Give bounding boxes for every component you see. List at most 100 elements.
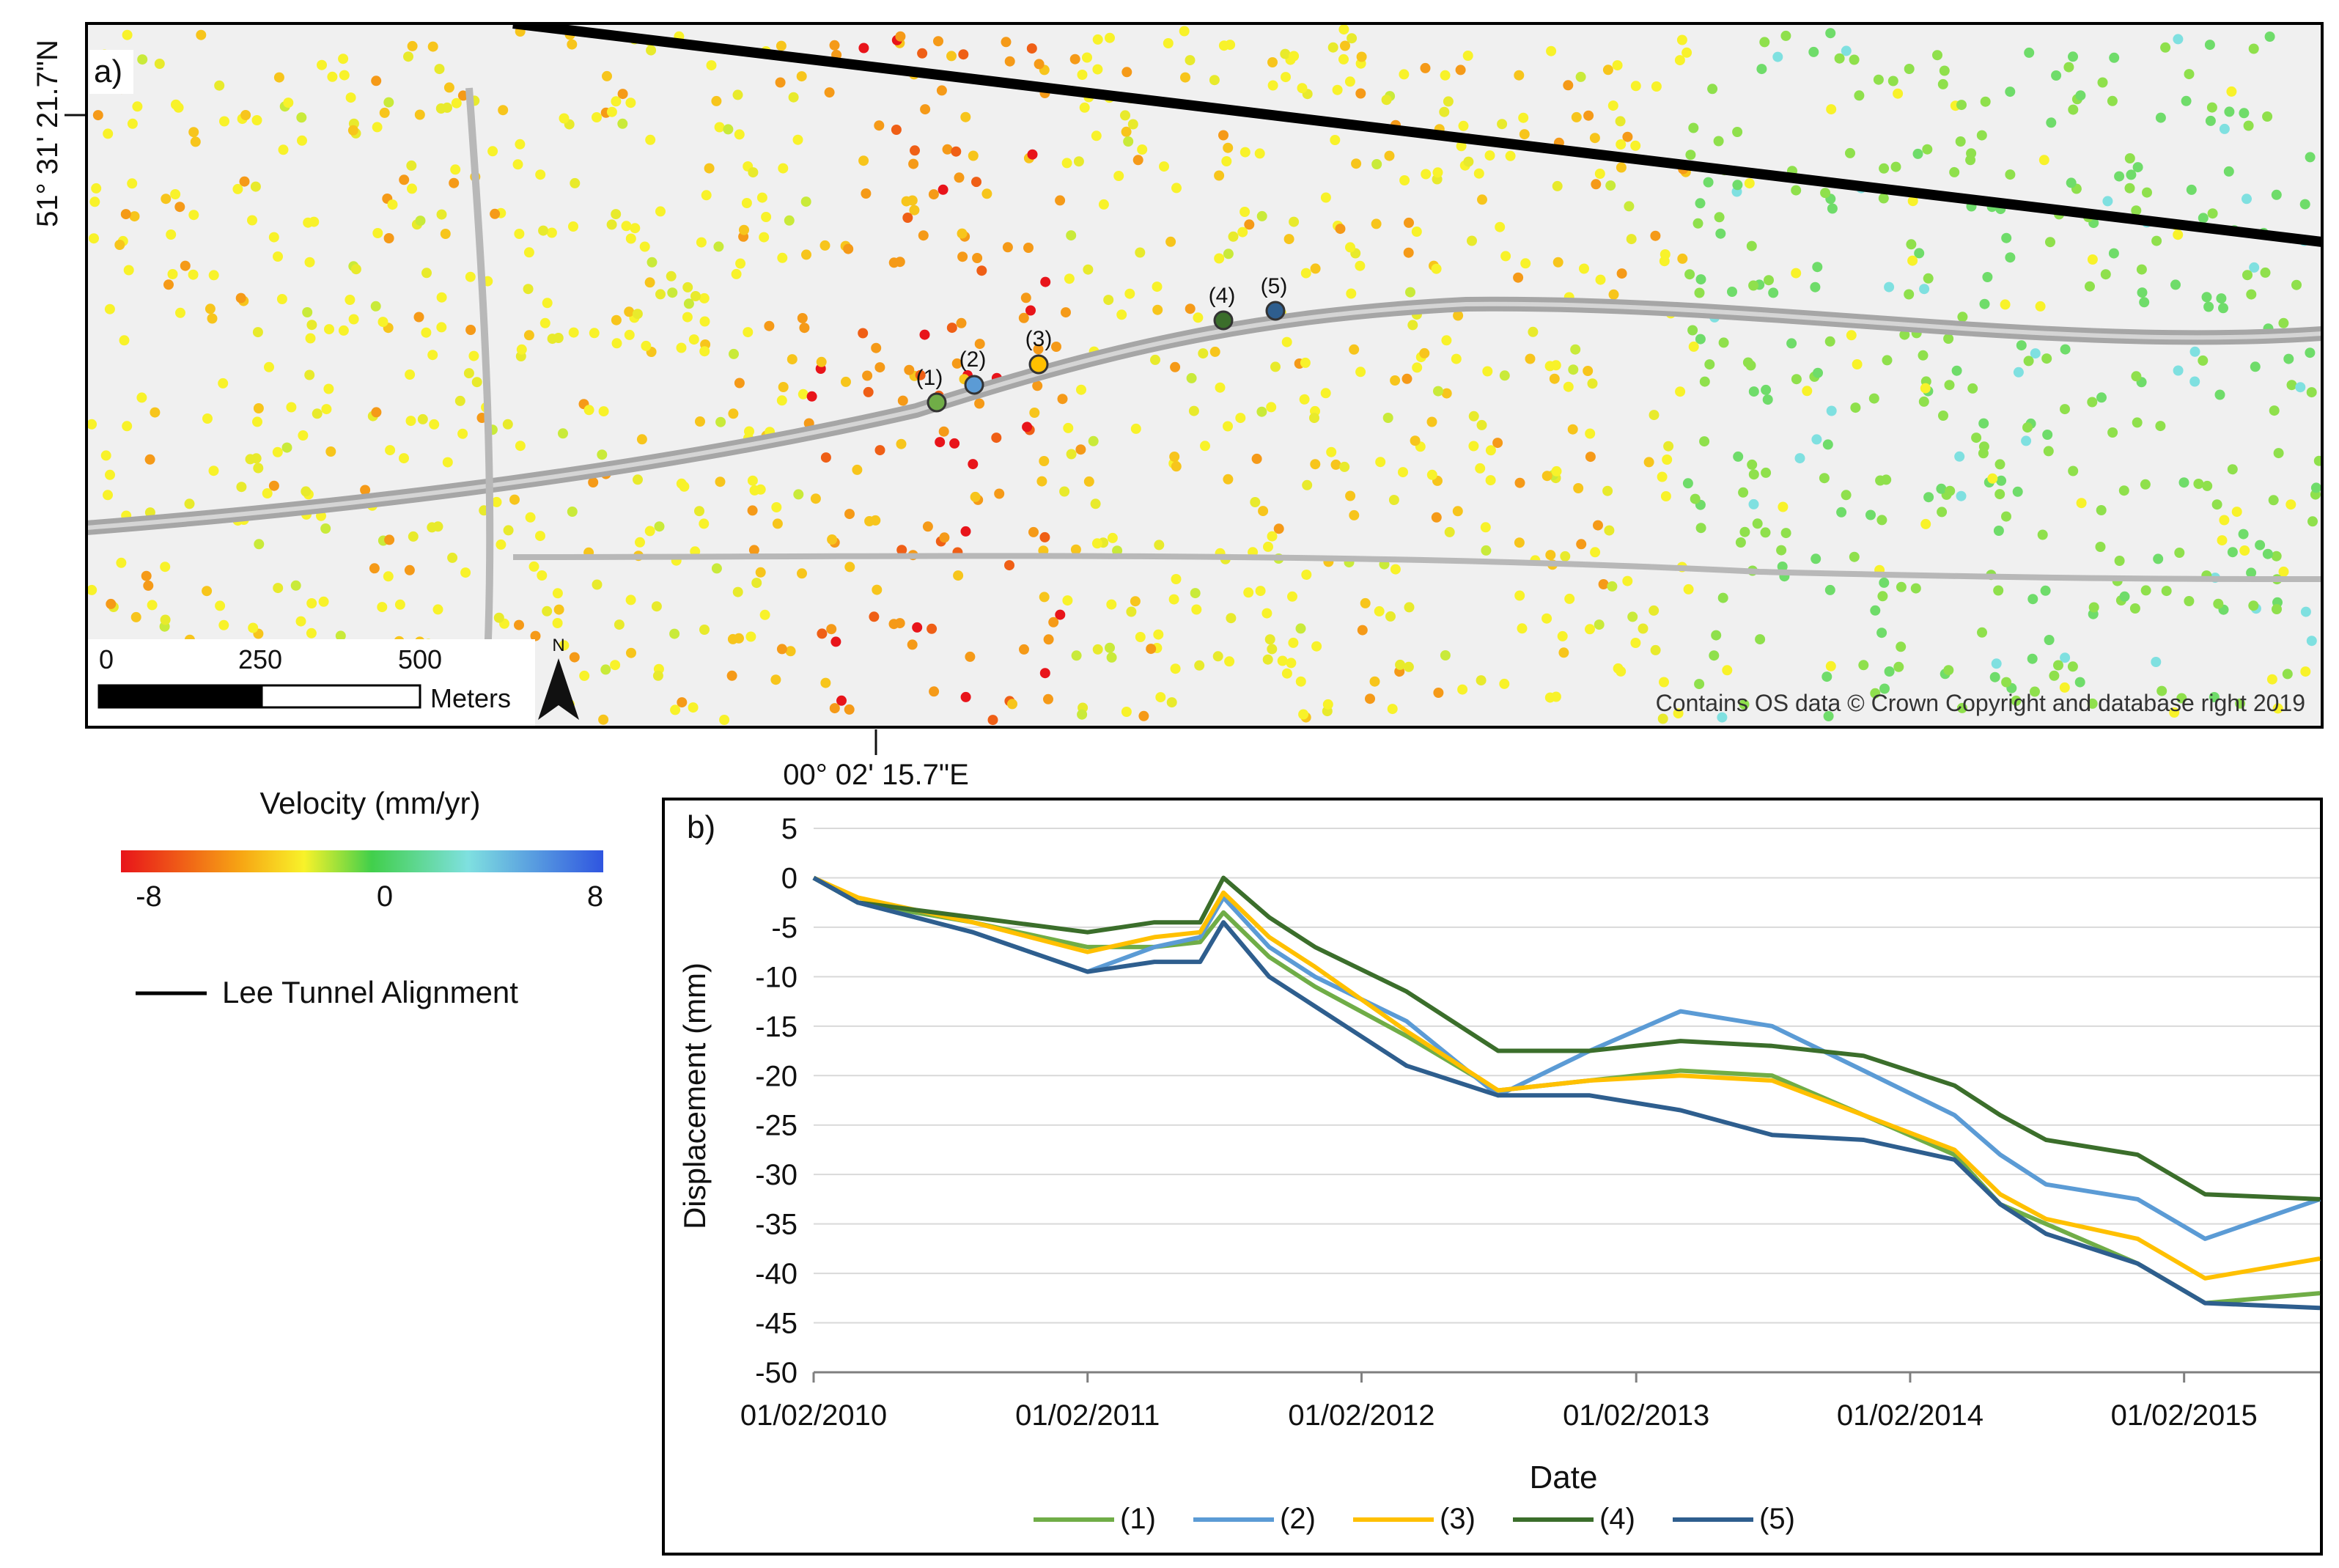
ps-point — [2063, 62, 2074, 73]
ps-point — [2035, 301, 2046, 312]
ps-point — [276, 294, 287, 304]
ps-point — [2156, 685, 2167, 696]
ps-point — [2174, 548, 2185, 558]
ps-point — [150, 407, 161, 418]
ps-point — [958, 49, 969, 60]
ps-point — [2045, 237, 2055, 248]
ps-point — [1171, 183, 1182, 194]
ps-point — [1170, 663, 1181, 674]
ps-point — [1879, 683, 1890, 694]
ps-point — [1616, 139, 1627, 150]
ps-point — [1390, 375, 1401, 386]
ps-point — [2042, 430, 2053, 440]
ps-point — [1955, 136, 1966, 147]
ps-point — [787, 354, 798, 365]
ps-point — [1124, 288, 1135, 299]
ps-point — [184, 498, 195, 509]
ps-point — [1485, 475, 1496, 486]
ps-point — [208, 270, 219, 281]
ps-point — [1264, 634, 1275, 645]
ps-point — [170, 189, 181, 199]
ps-point — [1399, 175, 1410, 185]
ps-point — [2160, 42, 2171, 53]
ps-point — [1098, 199, 1109, 210]
ps-point — [1873, 74, 1884, 85]
ps-point — [1627, 611, 1638, 622]
ps-point — [2013, 367, 2024, 378]
ps-point — [633, 474, 643, 485]
ps-point — [1381, 95, 1392, 106]
ps-point — [1660, 491, 1671, 501]
ps-point — [1557, 630, 1568, 641]
ps-point — [939, 532, 950, 543]
ps-point — [1612, 60, 1623, 71]
ps-point — [1849, 551, 1860, 562]
ps-point — [2107, 427, 2118, 438]
chart-panel: b) 5 0 -5 -10 -15 -20 -25 -30 -35 -40 -45 -50 01/02… — [662, 798, 2323, 1556]
ps-point — [775, 77, 786, 88]
ps-point — [2087, 254, 2098, 265]
ps-point — [443, 82, 454, 93]
ps-point — [1302, 479, 1313, 490]
ps-point — [1063, 422, 1074, 433]
ps-point — [1594, 169, 1605, 179]
ps-point — [1036, 476, 1047, 487]
ps-point — [920, 104, 931, 115]
ps-point — [968, 150, 979, 161]
ps-point — [1200, 441, 1210, 452]
ps-point — [538, 225, 549, 236]
ps-point — [1043, 634, 1054, 645]
ps-point — [2040, 585, 2051, 596]
ps-point — [1388, 495, 1399, 505]
ps-point — [669, 628, 680, 639]
ps-point — [2005, 87, 2016, 97]
ps-point — [215, 600, 226, 611]
ps-point — [2300, 666, 2311, 677]
ps-point — [457, 428, 468, 439]
ps-point — [1121, 707, 1132, 717]
ps-point — [1419, 347, 1430, 358]
ps-point — [1993, 526, 2004, 536]
ps-point — [247, 215, 257, 226]
ps-point — [1954, 451, 1965, 462]
ps-point — [236, 482, 247, 493]
ps-point — [1126, 606, 1137, 617]
ps-point — [1462, 51, 1473, 61]
ps-point — [797, 568, 807, 579]
ps-point — [1711, 630, 1722, 641]
ps-point — [1791, 185, 1802, 196]
ps-point — [2161, 586, 2172, 597]
ps-point — [1127, 119, 1138, 130]
ps-point — [2203, 301, 2214, 312]
ps-point — [1441, 335, 1452, 346]
ps-point — [2255, 540, 2266, 551]
ps-point — [776, 40, 787, 51]
y-tick-label: -5 — [771, 912, 798, 944]
ps-point — [1802, 386, 1813, 397]
ps-point — [1887, 76, 1898, 87]
ps-point — [232, 183, 243, 194]
ps-point — [1191, 604, 1202, 615]
ps-point — [496, 539, 507, 550]
ps-point — [2193, 479, 2204, 489]
ps-point — [1699, 436, 1710, 447]
ps-point — [819, 240, 830, 251]
ps-point — [516, 344, 527, 355]
x-tick-label: 01/02/2013 — [1563, 1399, 1709, 1432]
ps-point — [2242, 270, 2253, 281]
ps-point — [723, 124, 734, 135]
ps-point — [1922, 144, 1933, 155]
ps-point — [715, 476, 726, 487]
ps-point — [994, 488, 1005, 499]
ps-point — [239, 176, 250, 187]
ps-point — [1622, 575, 1633, 586]
ps-point — [451, 97, 462, 108]
ps-point — [427, 41, 438, 52]
ps-point — [1755, 634, 1766, 645]
ps-point — [568, 221, 578, 232]
ps-point — [2068, 465, 2079, 476]
ps-point — [1616, 162, 1627, 173]
ps-point — [1943, 334, 1954, 344]
ps-point — [369, 563, 380, 574]
ps-point — [2155, 421, 2166, 432]
